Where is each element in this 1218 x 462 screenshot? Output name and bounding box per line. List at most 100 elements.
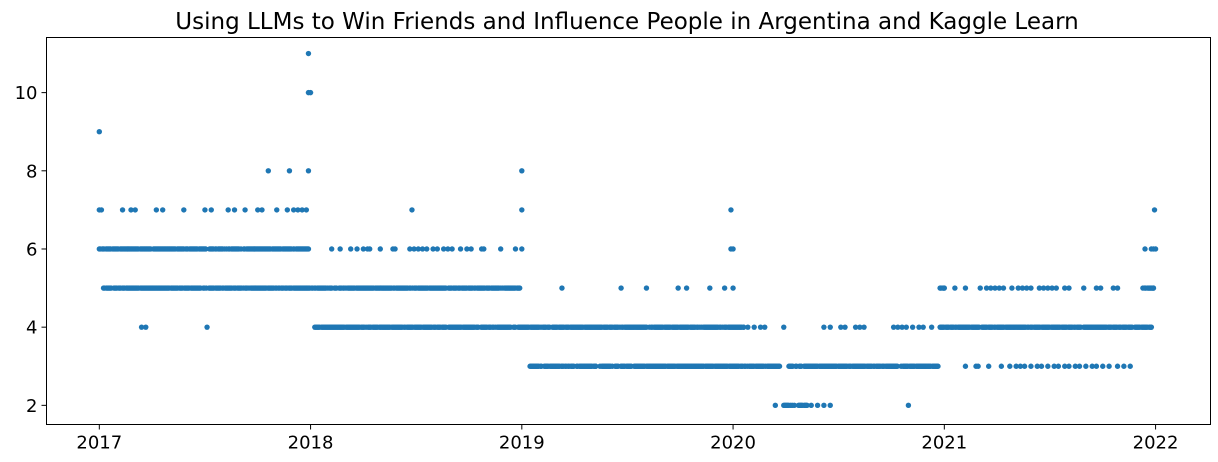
data-point [132, 207, 138, 213]
data-point [1000, 285, 1007, 291]
data-point [143, 324, 149, 330]
x-axis: 2017 2018 2019 2020 2021 2022 [76, 424, 1179, 454]
data-point [242, 207, 248, 213]
data-point [519, 246, 525, 252]
data-point [305, 168, 312, 174]
data-point [962, 285, 969, 291]
x-tick: 2022 [1133, 424, 1179, 454]
data-point [852, 324, 859, 330]
data-point [899, 324, 905, 330]
data-point [449, 246, 455, 252]
data-point [905, 402, 912, 409]
data-point [138, 324, 145, 330]
data-point [1024, 285, 1030, 291]
data-point [337, 246, 343, 252]
y-tick-label: 10 [15, 83, 38, 104]
x-tick: 2017 [76, 424, 122, 454]
data-point [360, 246, 367, 252]
data-point [618, 285, 624, 291]
data-point [1007, 363, 1013, 369]
y-tick: 4 [26, 318, 47, 339]
data-point [1148, 324, 1155, 330]
data-point [1127, 363, 1133, 369]
data-point [791, 402, 798, 409]
data-point [895, 324, 901, 330]
data-point [1083, 363, 1089, 369]
data-point [928, 324, 935, 330]
data-point [1034, 363, 1040, 369]
data-point [762, 324, 768, 330]
data-point [497, 246, 504, 252]
data-point [916, 324, 922, 330]
data-point [274, 207, 280, 213]
data-point [119, 207, 126, 213]
data-point [328, 246, 335, 252]
data-point [730, 285, 736, 291]
data-point [728, 207, 734, 213]
data-point [468, 246, 474, 252]
data-point [512, 246, 519, 252]
data-point [377, 246, 383, 252]
data-point [1110, 285, 1117, 291]
data-point [757, 324, 764, 330]
data-point [941, 285, 948, 291]
data-point [299, 207, 305, 213]
data-point [265, 168, 272, 174]
plot-frame [46, 37, 1211, 425]
data-point [1076, 363, 1083, 369]
data-point [1121, 363, 1127, 369]
data-point [367, 246, 373, 252]
data-point [1013, 363, 1019, 369]
data-point [838, 324, 844, 330]
data-point [985, 363, 992, 369]
data-point [354, 246, 360, 252]
data-point [1040, 285, 1047, 291]
data-point [255, 207, 261, 213]
data-point [559, 285, 565, 291]
data-point [1062, 285, 1068, 291]
x-tick-label: 2019 [499, 433, 545, 454]
y-tick-label: 8 [26, 161, 37, 182]
data-point [1015, 285, 1021, 291]
data-point [1051, 363, 1057, 369]
data-point [890, 324, 897, 330]
data-point [1028, 285, 1034, 291]
data-point [1106, 363, 1112, 369]
data-point [1049, 285, 1055, 291]
data-point [998, 363, 1005, 369]
data-point [1062, 363, 1068, 369]
data-point [821, 324, 827, 330]
data-points [96, 50, 1159, 409]
data-point [1038, 363, 1045, 369]
data-point [996, 285, 1002, 291]
y-tick: 2 [26, 396, 47, 417]
data-point [1019, 285, 1026, 291]
x-tick-label: 2021 [921, 433, 967, 454]
data-point [419, 246, 426, 252]
data-point [204, 324, 210, 330]
data-point [751, 324, 757, 330]
y-axis: 2 4 6 8 10 [15, 83, 47, 417]
data-point [992, 285, 998, 291]
data-point [1081, 285, 1087, 291]
data-point [772, 402, 779, 409]
data-point [977, 285, 983, 291]
y-tick: 8 [26, 161, 47, 182]
x-tick-label: 2022 [1133, 433, 1179, 454]
data-point [290, 207, 297, 213]
y-tick-label: 6 [26, 239, 37, 260]
data-point [409, 207, 415, 213]
data-point [1151, 207, 1158, 213]
data-point [305, 50, 312, 57]
data-point [225, 207, 231, 213]
data-point [1089, 363, 1095, 369]
data-point [808, 402, 814, 409]
data-point [1066, 285, 1072, 291]
data-point [903, 324, 909, 330]
data-point [1152, 246, 1159, 252]
x-tick: 2019 [499, 424, 545, 454]
data-point [730, 246, 736, 252]
y-tick-label: 4 [26, 318, 37, 339]
data-point [745, 324, 751, 330]
